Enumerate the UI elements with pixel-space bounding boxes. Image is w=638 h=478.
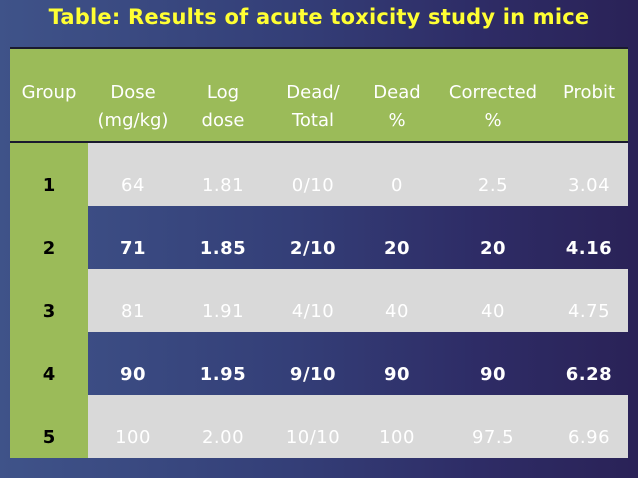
log-dose-cell: 1.95 xyxy=(199,364,247,385)
toxicity-table: Group Dose (mg/kg) Log dose Dead/ Total … xyxy=(10,47,628,462)
header-log-dose: Log dose xyxy=(178,79,268,135)
row-body: 100 2.00 10/10 100 97.5 6.96 xyxy=(88,395,628,458)
header-dead-pct: Dead % xyxy=(358,79,436,135)
row-body: 71 1.85 2/10 20 20 4.16 xyxy=(88,206,628,269)
dose-cell: 71 xyxy=(119,238,147,259)
table-row: 2 71 1.85 2/10 20 20 4.16 xyxy=(10,206,628,269)
row-body: 64 1.81 0/10 0 2.5 3.04 xyxy=(88,143,628,206)
dead-total-cell: 2/10 xyxy=(289,238,337,259)
dead-pct-cell: 90 xyxy=(383,364,411,385)
table-title: Table: Results of acute toxicity study i… xyxy=(48,5,590,29)
table-row: 5 100 2.00 10/10 100 97.5 6.96 xyxy=(10,395,628,458)
group-cell: 4 xyxy=(10,332,88,395)
dead-total-cell: 0/10 xyxy=(291,175,335,196)
dose-cell: 64 xyxy=(121,175,145,196)
probit-cell: 6.28 xyxy=(565,364,613,385)
header-probit: Probit xyxy=(550,79,628,107)
dead-total-cell: 9/10 xyxy=(289,364,337,385)
header-dead-total: Dead/ Total xyxy=(268,79,358,135)
dose-cell: 81 xyxy=(121,301,145,322)
header-corrected-pct-line2: % xyxy=(484,110,502,131)
table-row: 3 81 1.91 4/10 40 40 4.75 xyxy=(10,269,628,332)
header-corrected-pct: Corrected % xyxy=(436,79,550,135)
log-dose-cell: 2.00 xyxy=(201,427,245,448)
header-log-dose-line1: Log xyxy=(206,82,240,103)
dead-total-cell: 10/10 xyxy=(285,427,341,448)
corrected-pct-cell: 90 xyxy=(479,364,507,385)
probit-cell: 4.75 xyxy=(567,301,611,322)
table-header: Group Dose (mg/kg) Log dose Dead/ Total … xyxy=(10,47,628,143)
dead-total-cell: 4/10 xyxy=(291,301,335,322)
group-cell: 2 xyxy=(10,206,88,269)
header-dose: Dose (mg/kg) xyxy=(88,79,178,135)
dose-cell: 100 xyxy=(115,427,151,448)
log-dose-cell: 1.85 xyxy=(199,238,247,259)
header-group: Group xyxy=(10,79,88,107)
header-dead-total-line1: Dead/ xyxy=(286,82,340,103)
header-dead-pct-line1: Dead xyxy=(373,82,421,103)
header-dead-pct-line2: % xyxy=(388,110,406,131)
probit-cell: 4.16 xyxy=(565,238,613,259)
dead-pct-cell: 100 xyxy=(379,427,415,448)
header-dose-line1: Dose xyxy=(110,82,156,103)
header-probit-line1: Probit xyxy=(562,82,616,103)
group-cell: 1 xyxy=(10,143,88,206)
group-cell: 3 xyxy=(10,269,88,332)
probit-cell: 3.04 xyxy=(567,175,611,196)
corrected-pct-cell: 97.5 xyxy=(471,427,515,448)
dose-cell: 90 xyxy=(119,364,147,385)
header-log-dose-line2: dose xyxy=(201,110,245,131)
table-row: 1 64 1.81 0/10 0 2.5 3.04 xyxy=(10,143,628,206)
row-body: 81 1.91 4/10 40 40 4.75 xyxy=(88,269,628,332)
probit-cell: 6.96 xyxy=(567,427,611,448)
log-dose-cell: 1.91 xyxy=(201,301,245,322)
group-cell: 5 xyxy=(10,395,88,458)
header-group-line1: Group xyxy=(21,82,77,103)
row-body: 90 1.95 9/10 90 90 6.28 xyxy=(88,332,628,395)
log-dose-cell: 1.81 xyxy=(201,175,245,196)
dead-pct-cell: 20 xyxy=(383,238,411,259)
dead-pct-cell: 40 xyxy=(385,301,409,322)
corrected-pct-cell: 40 xyxy=(481,301,505,322)
corrected-pct-cell: 2.5 xyxy=(477,175,509,196)
header-dead-total-line2: Total xyxy=(291,110,335,131)
dead-pct-cell: 0 xyxy=(391,175,403,196)
header-dose-line2: (mg/kg) xyxy=(97,110,169,131)
header-corrected-pct-line1: Corrected xyxy=(448,82,538,103)
table-row: 4 90 1.95 9/10 90 90 6.28 xyxy=(10,332,628,395)
corrected-pct-cell: 20 xyxy=(479,238,507,259)
